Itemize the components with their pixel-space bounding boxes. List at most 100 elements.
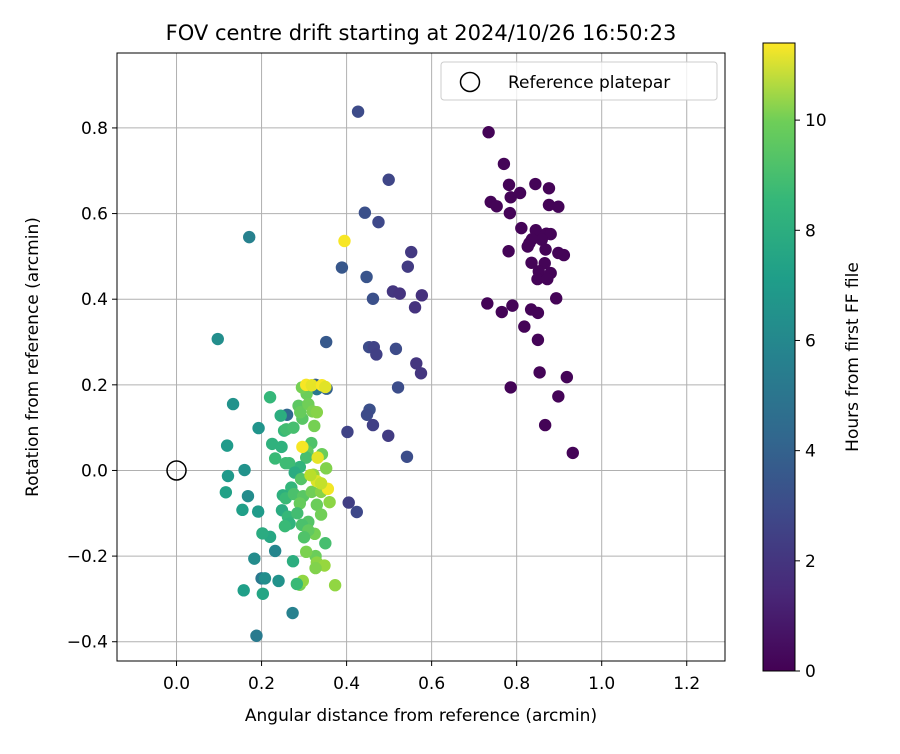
x-tick-label: 0.4 <box>333 674 360 694</box>
data-point <box>481 297 494 310</box>
data-point <box>310 406 324 419</box>
data-point <box>504 381 517 394</box>
colorbar-tick-label: 10 <box>805 111 827 131</box>
data-point <box>265 437 279 451</box>
data-point <box>250 629 263 642</box>
data-point <box>319 537 332 550</box>
data-point <box>221 469 235 483</box>
colorbar-tick-label: 6 <box>805 331 816 351</box>
data-point <box>405 245 418 259</box>
data-point <box>360 270 373 284</box>
data-point <box>290 577 304 591</box>
colorbar-ticks: 0 2 4 6 8 10 <box>795 111 827 682</box>
y-axis-ticks: −0.4 −0.2 0.0 0.2 0.4 0.6 0.8 <box>67 119 117 653</box>
data-point <box>391 381 405 394</box>
data-point <box>497 157 511 171</box>
points-layer <box>211 105 579 642</box>
data-point <box>304 468 317 482</box>
data-point <box>237 584 250 597</box>
data-point <box>291 507 304 520</box>
x-tick-label: 0.8 <box>503 674 530 694</box>
data-point <box>531 333 545 347</box>
data-point <box>518 320 531 333</box>
data-point <box>323 495 336 509</box>
data-point <box>258 572 272 585</box>
data-point <box>566 446 579 460</box>
y-tick-label: 0.8 <box>81 119 108 139</box>
data-point <box>243 230 256 244</box>
legend-box <box>440 61 718 101</box>
x-axis-label: Angular distance from reference (arcmin) <box>245 706 597 726</box>
data-point <box>529 177 542 191</box>
data-point <box>506 299 519 312</box>
data-point <box>293 497 307 510</box>
x-tick-label: 1.2 <box>673 674 700 694</box>
data-point <box>319 462 333 475</box>
reference-platepar-marker <box>166 460 187 481</box>
data-point <box>328 579 342 592</box>
data-point <box>552 200 565 213</box>
y-tick-label: 0.0 <box>81 461 108 481</box>
data-point <box>408 301 422 314</box>
data-point <box>504 191 517 204</box>
legend-label-reference: Reference platepar <box>508 73 670 93</box>
data-point <box>309 561 322 575</box>
data-point <box>256 527 269 540</box>
data-point <box>220 439 234 452</box>
x-tick-label: 0.0 <box>163 674 190 694</box>
data-point <box>401 260 415 273</box>
data-point <box>305 379 318 392</box>
data-point <box>351 105 365 118</box>
data-point <box>525 256 538 270</box>
data-point <box>286 606 299 620</box>
data-point <box>560 370 574 384</box>
data-point <box>263 391 277 404</box>
x-axis-ticks: 0.0 0.2 0.4 0.6 0.8 1.0 1.2 <box>163 661 700 694</box>
data-point <box>341 425 354 439</box>
data-point <box>550 292 563 305</box>
x-tick-label: 0.6 <box>418 674 445 694</box>
x-tick-label: 0.2 <box>248 674 275 694</box>
grid-layer <box>117 53 725 661</box>
data-point <box>552 390 565 403</box>
data-point <box>335 261 349 274</box>
data-point <box>414 367 428 380</box>
chart-title: FOV centre drift starting at 2024/10/26 … <box>166 21 677 45</box>
data-point <box>275 440 288 454</box>
data-point <box>278 519 292 533</box>
data-point <box>503 206 517 220</box>
data-point <box>251 505 265 518</box>
data-point <box>226 397 240 411</box>
data-point <box>272 574 285 588</box>
data-point <box>314 477 328 490</box>
data-point <box>300 451 313 464</box>
data-point <box>557 248 571 262</box>
data-point <box>539 243 552 256</box>
data-point <box>286 555 300 568</box>
colorbar-tick-label: 0 <box>805 662 816 682</box>
data-point <box>294 472 308 486</box>
y-tick-label: −0.2 <box>67 547 108 567</box>
data-point <box>544 227 557 241</box>
legend: Reference platepar <box>440 61 718 101</box>
data-point <box>319 380 332 394</box>
data-point <box>535 233 548 246</box>
data-point <box>382 173 395 186</box>
data-point <box>366 418 380 432</box>
data-point <box>310 498 324 511</box>
data-point <box>400 450 414 463</box>
data-point <box>342 496 355 509</box>
data-point <box>533 366 546 379</box>
data-point <box>274 409 287 422</box>
y-axis-label: Rotation from reference (arcmin) <box>23 217 43 497</box>
data-point <box>482 126 495 139</box>
data-point <box>287 421 300 434</box>
data-point <box>490 200 503 213</box>
data-point <box>538 418 552 432</box>
data-point <box>294 406 307 419</box>
data-point <box>338 234 351 248</box>
data-point <box>372 215 385 229</box>
data-point <box>282 456 296 470</box>
y-tick-label: 0.2 <box>81 376 108 396</box>
